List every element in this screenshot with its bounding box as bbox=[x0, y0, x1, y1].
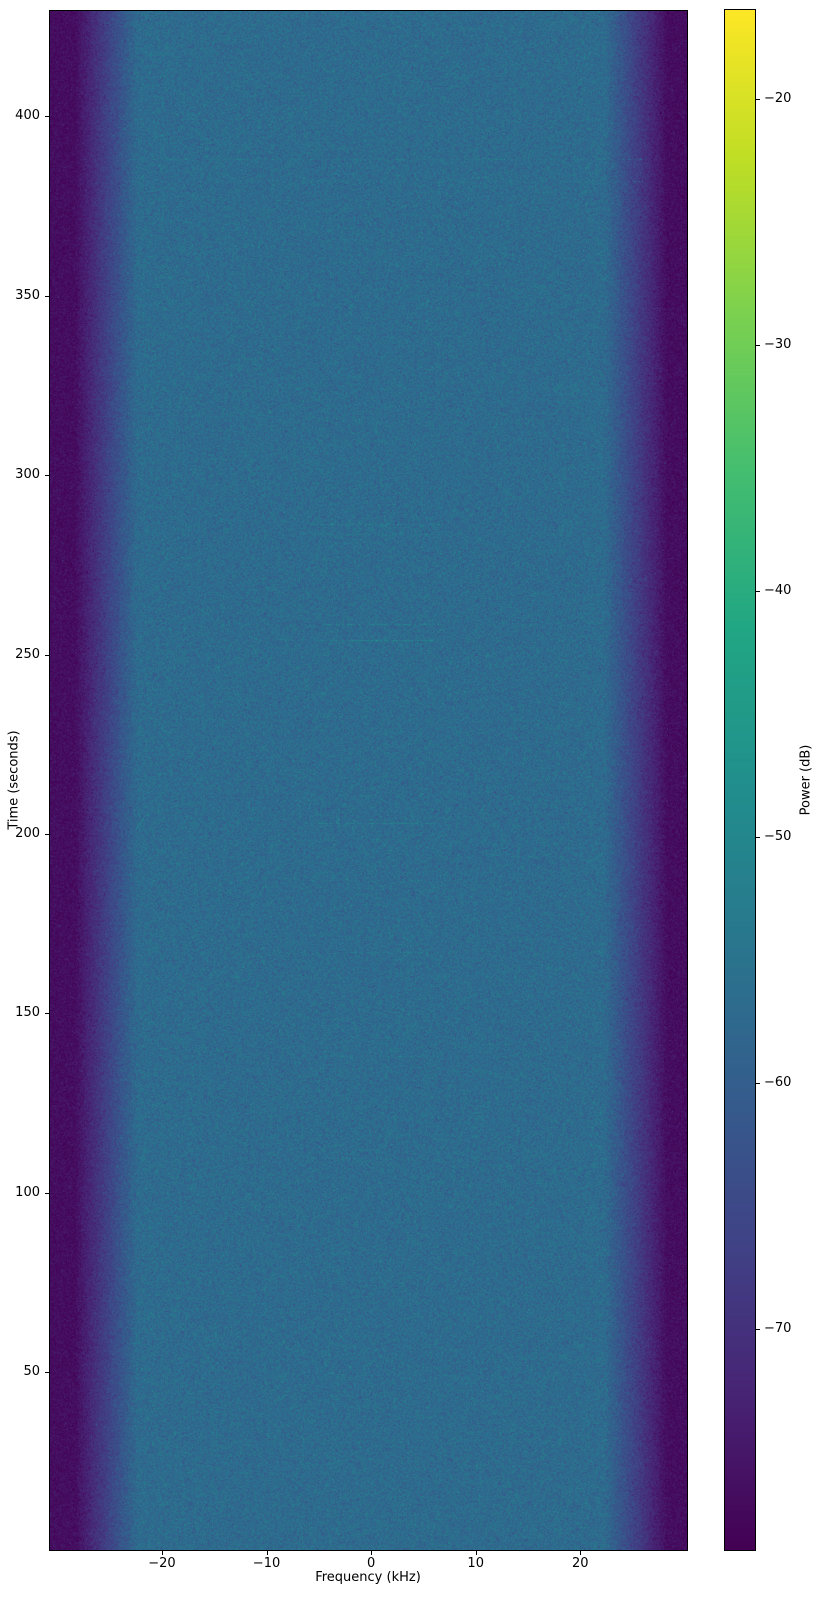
colorbar-tick-mark bbox=[756, 344, 760, 346]
colorbar-tick-mark bbox=[756, 98, 760, 100]
colorbar-tick-mark bbox=[756, 836, 760, 838]
y-tick-label: 250 bbox=[15, 646, 40, 662]
colorbar-tick-label: −20 bbox=[764, 90, 792, 106]
x-tick-mark bbox=[580, 1551, 582, 1555]
y-tick-label: 300 bbox=[15, 467, 40, 483]
colorbar-tick-mark bbox=[756, 590, 760, 592]
y-tick-mark bbox=[45, 1192, 49, 1194]
y-tick-label: 200 bbox=[15, 825, 40, 841]
y-tick-mark bbox=[45, 1013, 49, 1015]
y-tick-label: 400 bbox=[15, 108, 40, 124]
x-tick-mark bbox=[475, 1551, 477, 1555]
spectrogram-heatmap bbox=[49, 10, 688, 1551]
y-tick-label: 150 bbox=[15, 1005, 40, 1021]
y-tick-mark bbox=[45, 116, 49, 118]
x-tick-label: 20 bbox=[572, 1556, 589, 1571]
colorbar-tick-label: −60 bbox=[764, 1074, 792, 1090]
y-tick-mark bbox=[45, 1372, 49, 1374]
y-axis-label: Time (seconds) bbox=[6, 730, 22, 830]
x-tick-mark bbox=[266, 1551, 268, 1555]
x-tick-label: −20 bbox=[148, 1556, 176, 1571]
x-tick-mark bbox=[371, 1551, 373, 1555]
x-tick-label: 10 bbox=[467, 1556, 484, 1571]
y-tick-mark bbox=[45, 833, 49, 835]
colorbar-tick-label: −30 bbox=[764, 336, 792, 352]
colorbar bbox=[724, 9, 756, 1551]
colorbar-tick-label: −70 bbox=[764, 1320, 792, 1336]
y-tick-label: 50 bbox=[23, 1364, 40, 1380]
colorbar-tick-label: −40 bbox=[764, 582, 792, 598]
y-tick-label: 350 bbox=[15, 287, 40, 303]
y-tick-mark bbox=[45, 654, 49, 656]
x-tick-mark bbox=[161, 1551, 163, 1555]
colorbar-label: Power (dB) bbox=[798, 744, 814, 816]
y-tick-mark bbox=[45, 295, 49, 297]
x-axis-label: Frequency (kHz) bbox=[315, 1570, 421, 1585]
colorbar-tick-mark bbox=[756, 1328, 760, 1330]
x-tick-label: −10 bbox=[252, 1556, 281, 1571]
x-tick-label: 0 bbox=[366, 1556, 376, 1571]
y-tick-mark bbox=[45, 475, 49, 477]
colorbar-tick-label: −50 bbox=[764, 828, 792, 844]
y-tick-label: 100 bbox=[15, 1184, 40, 1200]
colorbar-tick-mark bbox=[756, 1082, 760, 1084]
